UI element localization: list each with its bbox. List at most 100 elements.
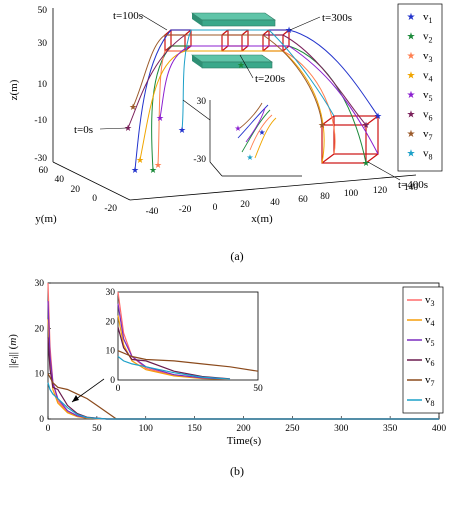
x-tick-label-b: 350 xyxy=(383,424,398,434)
x-tick-label-b: 150 xyxy=(188,424,203,434)
y-tick-label: 40 xyxy=(55,175,65,185)
legend-label-v5: v5 xyxy=(423,89,433,103)
obstacle-top xyxy=(191,12,276,27)
x-tick-label: 140 xyxy=(404,183,419,193)
x-tick-label-b: 300 xyxy=(334,424,349,434)
legend-label-v3: v3 xyxy=(423,50,433,64)
trajectory-v8 xyxy=(181,29,335,131)
series-line-v7 xyxy=(47,373,439,420)
panel-a-label: (a) xyxy=(230,249,243,263)
legend-b: v3 v4 v5 v6 v7 v8 xyxy=(402,286,444,414)
formation-cube-t200 xyxy=(221,29,249,52)
inset-ticks-b: 0 50 0 10 20 30 xyxy=(106,288,264,394)
inset-y-tick-label: 20 xyxy=(106,317,116,327)
y-tick-label: -20 xyxy=(104,204,117,214)
trajectory-v7 xyxy=(132,34,323,126)
marker-end: ★ xyxy=(362,158,370,168)
legend-label-v5: v5 xyxy=(425,334,435,348)
legend-marker-v4: ★ xyxy=(407,71,416,82)
x-tick-label-b: 0 xyxy=(46,424,51,434)
x-tick-label: 60 xyxy=(298,195,308,205)
inset-tick-label: 30 xyxy=(197,97,207,107)
y-axis-line xyxy=(52,161,131,201)
legend-label-v6: v6 xyxy=(423,109,433,123)
y-tick-labels: 60 40 20 0 -20 xyxy=(39,166,118,214)
arrow-head-icon xyxy=(72,395,79,402)
z-tick-label: -10 xyxy=(34,116,47,126)
x-tick-label: 100 xyxy=(344,189,359,199)
inset-frame-b xyxy=(117,291,259,381)
x-tick-label-b: 200 xyxy=(236,424,251,434)
marker-t200: ★ xyxy=(237,60,245,70)
legend-marker-v5: ★ xyxy=(407,90,416,101)
x-tick-label: -20 xyxy=(179,205,192,215)
marker-start-v4: ★ xyxy=(136,155,144,165)
legend-marker-v7: ★ xyxy=(407,129,416,140)
series-b xyxy=(47,282,439,420)
trajectory-v1 xyxy=(134,29,379,171)
z-tick-label: 10 xyxy=(38,80,48,90)
legend-a: ★ v1 ★ v2 ★ v3 ★ v4 ★ v5 ★ v6 ★ v7 ★ v8 xyxy=(397,3,443,172)
x-tick-label: -40 xyxy=(146,207,159,217)
z-tick-label: 50 xyxy=(38,6,48,16)
marker-start-v7: ★ xyxy=(129,102,137,112)
inset-x-tick-label: 50 xyxy=(253,384,263,394)
y-axis-label: y(m) xyxy=(35,213,57,225)
x-tick-label-b: 400 xyxy=(432,424,447,434)
inset-y-tick-label: 30 xyxy=(106,288,116,298)
x-tick-label: 40 xyxy=(270,198,280,208)
marker-start-v2: ★ xyxy=(149,165,157,175)
x-tick-label: 0 xyxy=(213,203,218,213)
legend-marker-v2: ★ xyxy=(407,32,416,43)
inset-series-line-v7 xyxy=(117,350,259,372)
inset-series-line-v8 xyxy=(117,356,231,380)
y-tick-label-b: 0 xyxy=(39,415,44,425)
legend-label-v6: v6 xyxy=(425,354,435,368)
x-tick-label: 120 xyxy=(373,186,388,196)
x-tick-label: 20 xyxy=(240,200,250,210)
y-tick-label: 60 xyxy=(39,166,49,176)
inset-x-tick-label: 0 xyxy=(116,384,121,394)
legend-label-v7: v7 xyxy=(425,374,435,388)
legend-marker-v8: ★ xyxy=(407,149,416,160)
time-label-t300: t=300s xyxy=(322,12,352,24)
legend-label-v7: v7 xyxy=(423,128,433,142)
y-tick-label: 0 xyxy=(92,194,97,204)
legend-label-v4: v4 xyxy=(425,314,435,328)
legend-label-v2: v2 xyxy=(423,31,433,45)
markers: ★ ★ ★ ★ ★ ★ ★ ★ ★ ★ ★ ★ ★ ★ xyxy=(124,25,382,175)
z-tick-label: -30 xyxy=(34,154,47,164)
x-axis-label: x(m) xyxy=(251,213,273,225)
trajectory-v4 xyxy=(139,50,325,164)
svg-text:★: ★ xyxy=(246,153,253,162)
x-tick-labels: -40 -20 0 20 40 60 80 100 120 140 xyxy=(146,183,419,217)
time-label-t100: t=100s xyxy=(113,10,143,22)
panel-a: 50 30 10 -10 -30 z(m) 60 40 20 0 -20 y(m… xyxy=(8,3,443,263)
marker-end: ★ xyxy=(318,120,326,130)
legend-marker-v6: ★ xyxy=(407,110,416,121)
x-tick-label: 80 xyxy=(320,192,330,202)
z-tick-labels: 50 30 10 -10 -30 xyxy=(34,6,47,164)
time-label-t200: t=200s xyxy=(255,73,285,85)
x-axis-label-b: Time(s) xyxy=(227,435,262,447)
x-tick-label-b: 100 xyxy=(139,424,154,434)
legend-marker-v3: ★ xyxy=(407,51,416,62)
y-tick-label-b: 30 xyxy=(35,279,45,289)
inset-series-b xyxy=(117,291,259,380)
time-label-t0: t=0s xyxy=(74,124,93,136)
series-line-v8 xyxy=(47,382,439,420)
marker-start-v3: ★ xyxy=(154,160,162,170)
legend-marker-v1: ★ xyxy=(407,12,416,23)
inset-y-tick-label: 10 xyxy=(106,347,116,357)
legend-label-v4: v4 xyxy=(423,70,433,84)
legend-label-v1: v1 xyxy=(423,11,433,25)
inset-3d: 30 -30 ★ ★ ★ xyxy=(193,97,302,177)
legend-label-v8: v8 xyxy=(423,148,433,162)
x-tick-label-b: 50 xyxy=(92,424,102,434)
legend-label-v3: v3 xyxy=(425,294,435,308)
marker-end: ★ xyxy=(374,111,382,121)
trajectory-v5 xyxy=(159,45,379,155)
y-tick-label-b: 10 xyxy=(35,370,45,380)
